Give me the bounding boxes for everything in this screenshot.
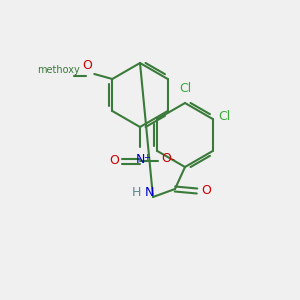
Text: -: - — [170, 154, 174, 164]
Text: Cl: Cl — [219, 110, 231, 124]
Text: O: O — [82, 59, 92, 72]
Text: +: + — [143, 153, 150, 162]
Text: O: O — [109, 154, 119, 167]
Text: Cl: Cl — [179, 82, 191, 95]
Text: methoxy: methoxy — [38, 65, 80, 75]
Text: O: O — [161, 152, 171, 166]
Text: O: O — [201, 184, 211, 197]
Text: N: N — [135, 153, 145, 166]
Text: H: H — [132, 187, 141, 200]
Text: N: N — [144, 187, 154, 200]
